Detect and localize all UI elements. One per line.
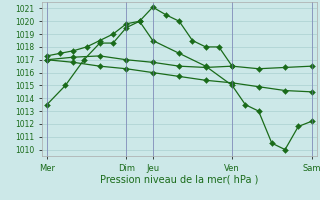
X-axis label: Pression niveau de la mer( hPa ): Pression niveau de la mer( hPa ) xyxy=(100,174,258,184)
